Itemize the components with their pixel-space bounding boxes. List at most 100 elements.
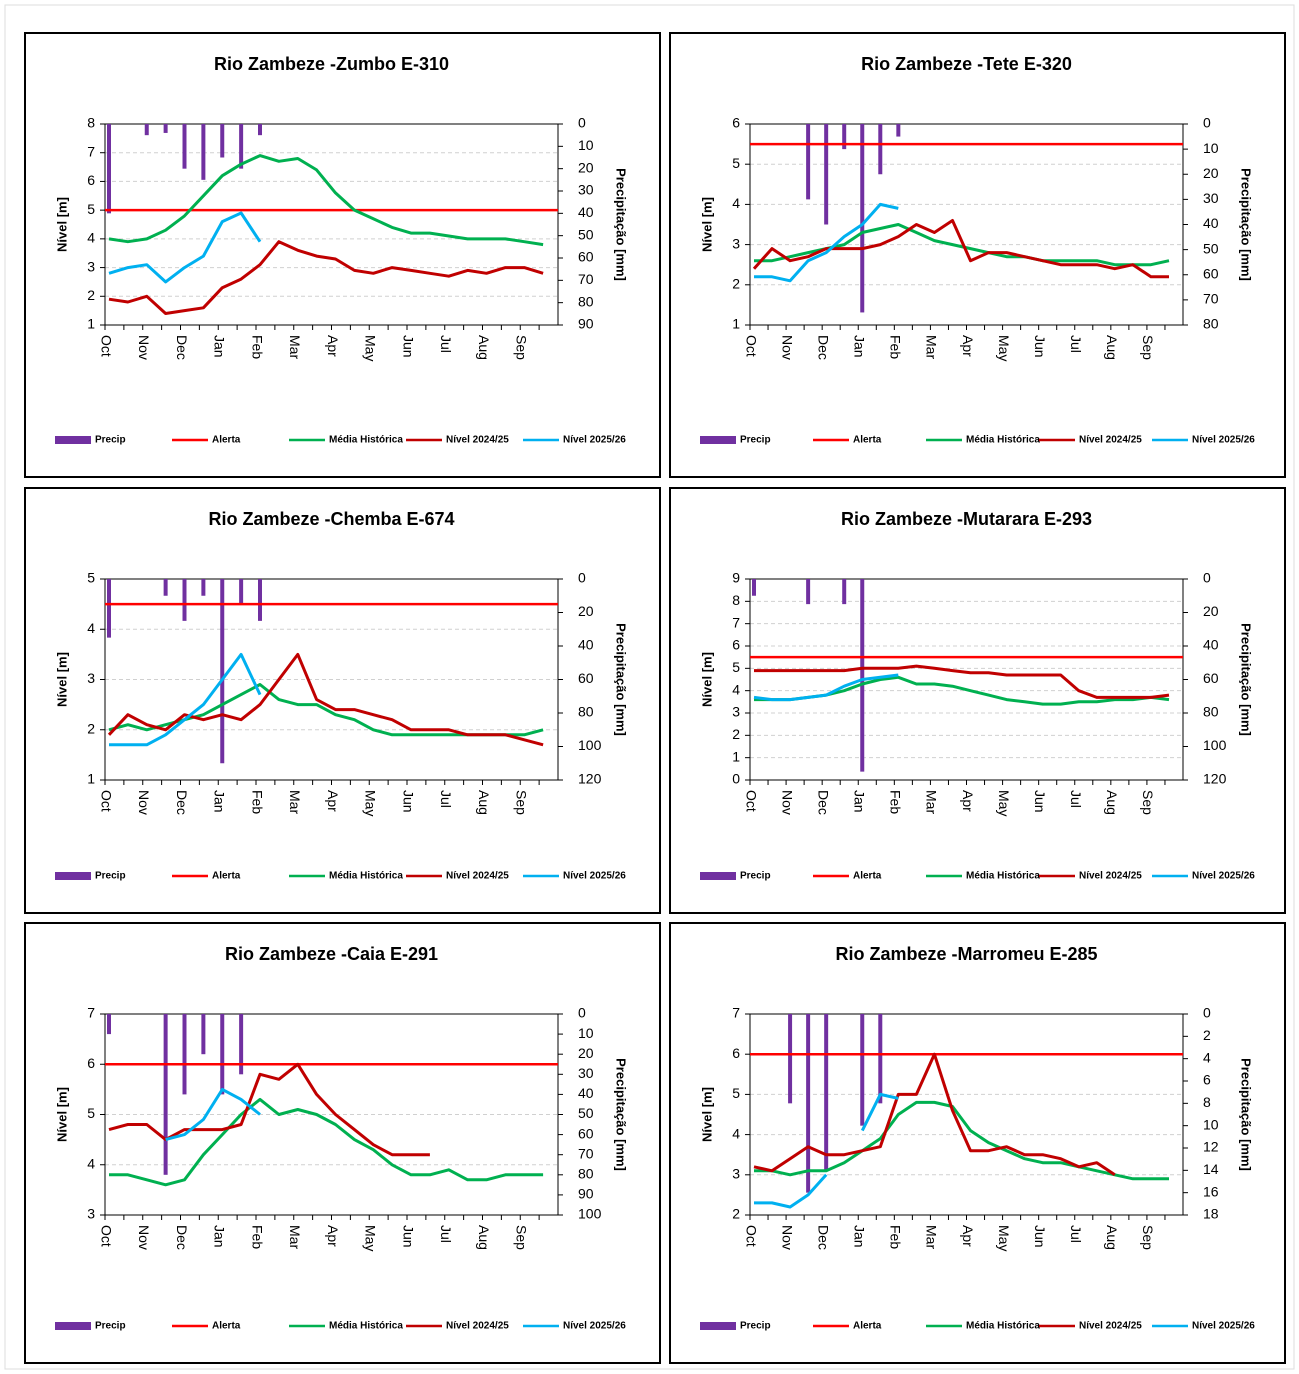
level-line	[754, 664, 1170, 699]
y-tick-label: 1	[732, 748, 740, 764]
y-tick-label: 7	[87, 143, 95, 159]
precip-bar	[182, 579, 187, 621]
y2-tick-label: 0	[578, 570, 586, 586]
legend-label: Nível 2024/25	[446, 871, 509, 882]
level-line	[754, 202, 899, 283]
level-line	[109, 652, 262, 747]
precip-bar	[239, 1014, 244, 1075]
x-tick-label: Jan	[852, 1225, 868, 1248]
y-tick-label: 5	[732, 659, 740, 675]
x-tick-label: Nov	[779, 790, 795, 815]
x-tick-label: Sep	[514, 790, 530, 815]
x-tick-label: Jan	[852, 335, 868, 358]
x-tick-label: Nov	[136, 335, 152, 360]
legend-label: Média Histórica	[329, 871, 403, 882]
y2-tick-label: 60	[578, 249, 594, 265]
x-tick-label: May	[996, 790, 1012, 816]
y-tick-label: 5	[87, 570, 95, 586]
chart-title: Rio Zambeze -Chemba E-674	[208, 509, 454, 529]
y2-tick-label: 0	[578, 115, 586, 131]
y-tick-label: 4	[87, 1155, 95, 1171]
y2-tick-label: 60	[1203, 265, 1219, 281]
precip-bar	[220, 124, 225, 158]
x-tick-label: May	[363, 335, 379, 361]
x-tick-label: Feb	[888, 335, 904, 359]
x-tick-label: Jul	[1068, 335, 1084, 353]
x-tick-label: Sep	[514, 1225, 530, 1250]
y-tick-label: 3	[87, 258, 95, 274]
y-tick-label: 2	[87, 720, 95, 736]
y2-tick-label: 10	[578, 1025, 594, 1041]
y2-tick-label: 80	[1203, 316, 1219, 332]
y2-tick-label: 8	[1203, 1094, 1211, 1110]
y2-tick-label: 50	[578, 226, 594, 242]
y2-tick-label: 80	[1203, 704, 1219, 720]
y-tick-label: 2	[732, 1206, 740, 1222]
y-tick-label: 2	[87, 287, 95, 303]
x-tick-label: Jul	[1068, 790, 1084, 808]
legend-label: Alerta	[212, 435, 241, 446]
y2-tick-label: 20	[1203, 603, 1219, 619]
precip-bar	[239, 124, 244, 169]
legend-label: Nível 2025/26	[563, 871, 626, 882]
panel-border	[24, 487, 661, 914]
x-tick-label: Mar	[287, 1225, 303, 1249]
legend-label: Média Histórica	[966, 871, 1040, 882]
legend-label: Média Histórica	[966, 1321, 1040, 1332]
y2-tick-label: 10	[1203, 140, 1219, 156]
legend-label: Precip	[740, 1321, 771, 1332]
precip-bar	[860, 124, 865, 313]
y2-tick-label: 40	[578, 637, 594, 653]
x-tick-label: Mar	[924, 790, 940, 814]
level-line	[108, 240, 544, 315]
y2-tick-label: 0	[1203, 570, 1211, 586]
precip-bar	[144, 124, 149, 136]
precip-bar	[107, 579, 111, 638]
precip-bar	[258, 124, 262, 136]
precip-bar	[824, 1014, 829, 1171]
y-tick-label: 4	[87, 230, 95, 246]
legend-label: Alerta	[853, 435, 882, 446]
y-tick-label: 1	[87, 316, 95, 332]
legend-label: Nível 2024/25	[1079, 1321, 1142, 1332]
y-tick-label: 1	[732, 316, 740, 332]
x-tick-label: Jan	[212, 335, 228, 358]
x-tick-label: Sep	[514, 335, 530, 360]
legend-swatch	[700, 872, 736, 880]
x-tick-label: Apr	[325, 335, 341, 357]
precip-bar	[860, 1014, 865, 1126]
legend-label: Nível 2025/26	[1192, 1321, 1255, 1332]
y2-axis-title: Precipitação [mm]	[1239, 168, 1254, 281]
y2-tick-label: 30	[1203, 190, 1219, 206]
x-tick-label: Aug	[1104, 1225, 1120, 1250]
x-tick-label: Aug	[476, 790, 492, 815]
y2-tick-label: 30	[578, 1065, 594, 1081]
y2-tick-label: 18	[1203, 1206, 1219, 1222]
x-tick-label: Apr	[960, 335, 976, 357]
y-axis-title: Nível [m]	[54, 652, 69, 707]
y2-tick-label: 90	[578, 1186, 594, 1202]
precip-bar	[220, 579, 225, 764]
y2-tick-label: 60	[1203, 670, 1219, 686]
y2-axis-title: Precipitação [mm]	[1239, 1058, 1254, 1171]
y-tick-label: 7	[732, 1005, 740, 1021]
chart-panel: Rio Zambeze -Marromeu E-285 2 3 4 5 6 7 0 2 4 6 8 10…	[669, 922, 1286, 1364]
y2-tick-label: 60	[578, 670, 594, 686]
panel-border	[669, 922, 1286, 1364]
y-tick-label: 8	[732, 592, 740, 608]
x-tick-label: Jan	[212, 790, 228, 813]
chart-title: Rio Zambeze -Caia E-291	[225, 944, 438, 964]
y2-tick-label: 40	[1203, 215, 1219, 231]
x-tick-label: Oct	[743, 335, 759, 357]
x-tick-label: Jan	[212, 1225, 228, 1248]
x-tick-label: Jun	[1032, 790, 1048, 813]
x-tick-label: Dec	[815, 1225, 831, 1250]
y-tick-label: 1	[87, 771, 95, 787]
y2-tick-label: 80	[578, 1166, 594, 1182]
legend-label: Nível 2025/26	[1192, 871, 1255, 882]
x-tick-label: Jul	[438, 1225, 454, 1243]
y-axis-title: Nível [m]	[699, 197, 714, 252]
y-tick-label: 2	[732, 726, 740, 742]
level-line	[108, 154, 544, 247]
